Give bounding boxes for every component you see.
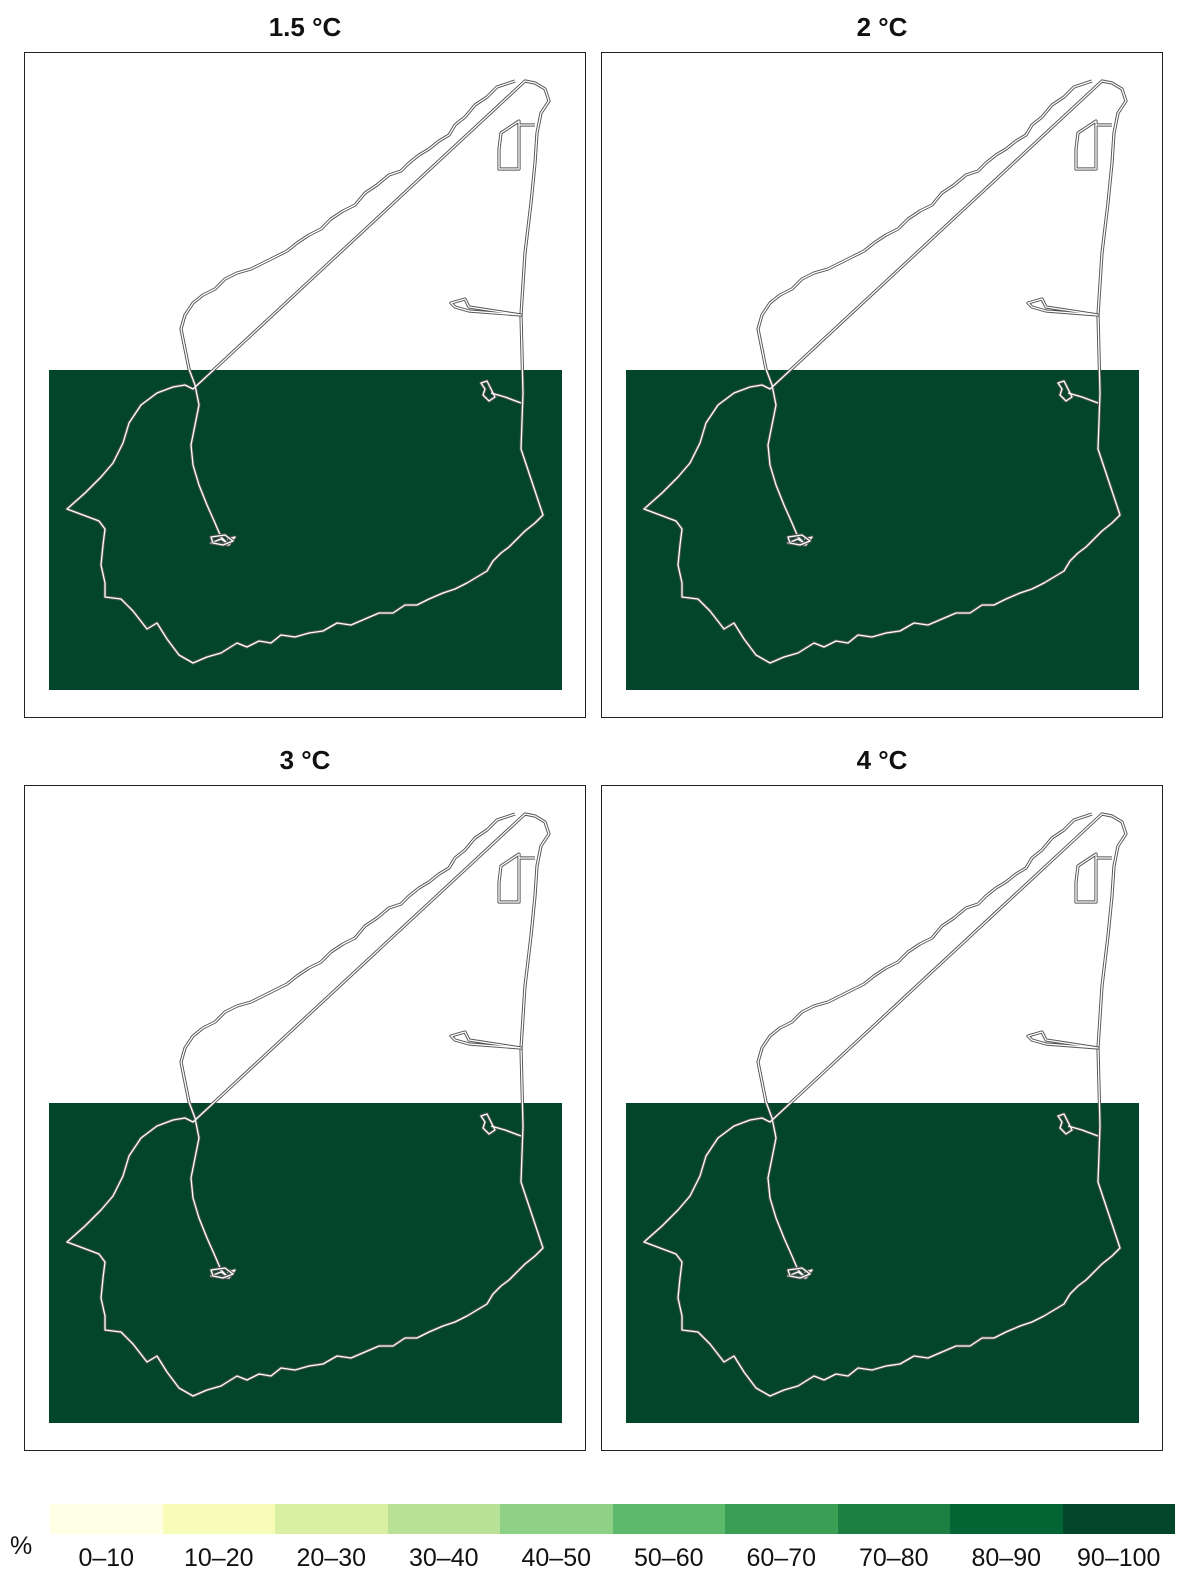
panel-title-3: 3 °C: [279, 745, 331, 775]
coastline-outline-inner: [643, 80, 1127, 664]
coastline-outline-inner: [1057, 380, 1099, 404]
coastline-outline-inner: [1075, 120, 1112, 170]
legend-swatch: [162, 1504, 275, 1534]
land-fraction-cell: [49, 1103, 562, 1423]
legend-swatch: [725, 1504, 838, 1534]
legend-swatch: [1062, 1504, 1175, 1534]
legend-label: 60–70: [746, 1544, 817, 1572]
legend-color-bar: [50, 1504, 1175, 1534]
legend-swatch: [837, 1504, 950, 1534]
map-svg-3: [49, 812, 562, 1423]
panel-title-1: 1.5 °C: [268, 12, 342, 42]
coastline-outline: [497, 119, 535, 171]
legend-label: 90–100: [1077, 1544, 1161, 1572]
land-fraction-cell: [626, 1103, 1139, 1423]
map-svg-2: [626, 79, 1139, 690]
coastline-outline-inner: [66, 813, 550, 1397]
coastline-outline-inner: [1057, 1113, 1099, 1137]
map-panel-2: [601, 52, 1163, 718]
panel-title-4: 4 °C: [856, 745, 908, 775]
coastline-outline-inner: [450, 298, 522, 316]
legend-swatch: [50, 1504, 163, 1534]
legend-label: 10–20: [183, 1544, 254, 1572]
coastline-outline-inner: [1027, 1031, 1099, 1049]
coastline-outline: [1074, 119, 1112, 171]
legend-label: 0–10: [78, 1544, 135, 1572]
map-panel-1: [24, 52, 586, 718]
coastline-outline-inner: [643, 813, 1127, 1397]
coastline-outline-inner: [498, 853, 535, 903]
legend-label: 20–30: [296, 1544, 367, 1572]
coastline-outline-inner: [480, 380, 522, 404]
coastline-outline-inner: [498, 120, 535, 170]
map-panel-3: [24, 785, 586, 1451]
panel-title-2: 2 °C: [856, 12, 908, 42]
legend-label: 40–50: [521, 1544, 592, 1572]
legend-labels: 0–10 10–20 20–30 30–40 40–50 50–60 60–70 70–80 8…: [50, 1544, 1175, 1573]
coastline-outline-inner: [480, 1113, 522, 1137]
land-fraction-cell: [626, 370, 1139, 690]
coastline-outline-inner: [1027, 298, 1099, 316]
legend-swatch: [387, 1504, 500, 1534]
legend-unit: %: [10, 1532, 33, 1560]
coastline-outline-inner: [210, 1267, 234, 1279]
land-fraction-cell: [49, 370, 562, 690]
coastline-outline: [1074, 852, 1112, 904]
legend-label: 30–40: [408, 1544, 479, 1572]
map-svg-1: [49, 79, 562, 690]
legend-swatch: [612, 1504, 725, 1534]
coastline-outline-inner: [787, 1267, 811, 1279]
legend-swatch: [275, 1504, 388, 1534]
coastline-outline-inner: [66, 80, 550, 664]
coastline-outline-inner: [210, 534, 234, 546]
legend-swatch: [950, 1504, 1063, 1534]
map-panel-4: [601, 785, 1163, 1451]
coastline-outline-inner: [450, 1031, 522, 1049]
legend-label: 70–80: [858, 1544, 929, 1572]
legend-label: 80–90: [971, 1544, 1042, 1572]
legend-swatch: [500, 1504, 613, 1534]
legend-label: 50–60: [633, 1544, 704, 1572]
coastline-outline-inner: [787, 534, 811, 546]
coastline-outline-inner: [1075, 853, 1112, 903]
coastline-outline: [497, 852, 535, 904]
map-svg-4: [626, 812, 1139, 1423]
